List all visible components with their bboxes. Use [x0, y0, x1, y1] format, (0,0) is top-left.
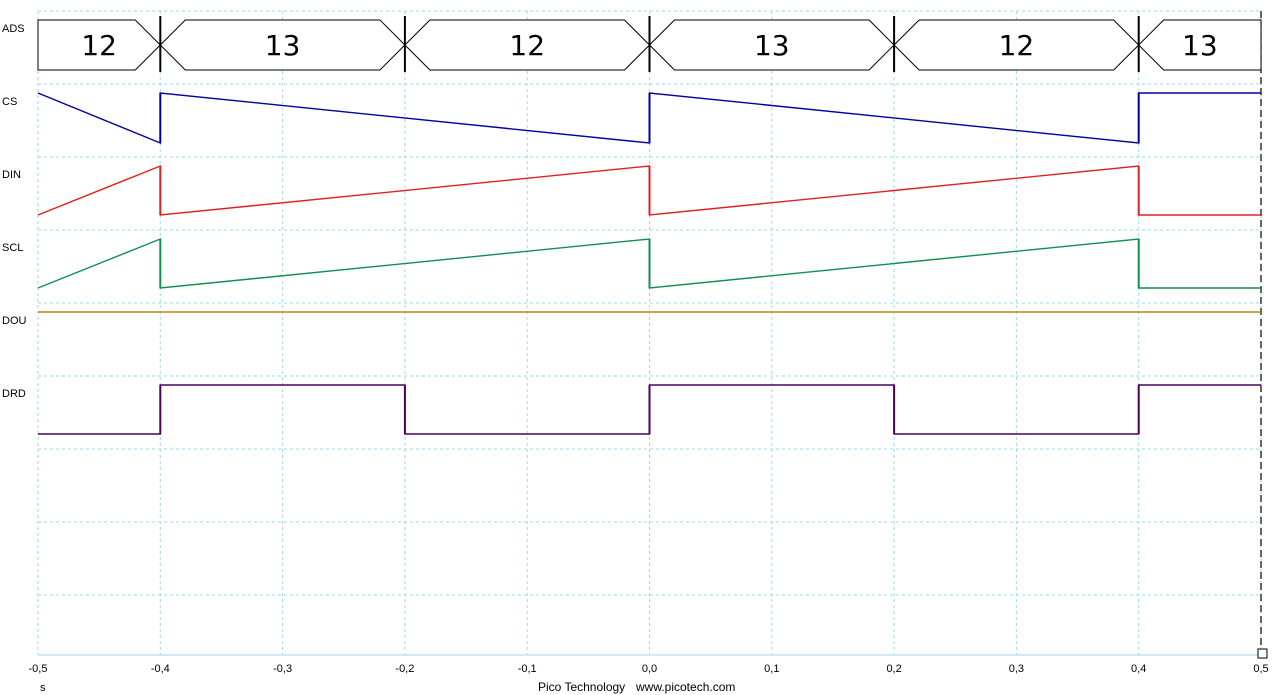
bus-segment [1137, 19, 1262, 71]
x-tick-label: -0,1 [518, 663, 537, 675]
channel-traces [37, 92, 1261, 435]
channel-label-dou: DOU [2, 315, 27, 327]
x-unit-label: s [40, 682, 46, 694]
grid [37, 10, 1262, 656]
x-tick-label: 0,0 [642, 663, 657, 675]
x-tick-label: 0,5 [1253, 663, 1268, 675]
bus-segment [37, 19, 162, 71]
channel-label-ads: ADS [2, 23, 25, 35]
x-tick-label: -0,5 [29, 663, 48, 675]
x-tick-label: -0,3 [273, 663, 292, 675]
x-tick-label: 0,1 [764, 663, 779, 675]
bus-segment-value: 12 [81, 29, 117, 62]
bus-channel-ads: 12 13 12 13 12 13 [37, 16, 1262, 72]
channel-label-din: DIN [2, 169, 21, 181]
bus-segment-value: 13 [754, 29, 790, 62]
footer-brand: Pico Technology [538, 680, 625, 694]
x-axis: -0,5 -0,4 -0,3 -0,2 -0,1 0,0 0,1 0,2 0,3 0,4 0,5 [29, 663, 1269, 675]
bus-segment-value: 13 [1182, 29, 1218, 62]
bus-segment-value: 12 [999, 29, 1035, 62]
footer-url: www.picotech.com [635, 680, 735, 694]
x-tick-label: 0,2 [886, 663, 901, 675]
ruler-handle[interactable] [1257, 648, 1268, 659]
channel-label-drd: DRD [2, 388, 26, 400]
x-tick-label: 0,4 [1131, 663, 1146, 675]
bus-segment-value: 13 [265, 29, 301, 62]
x-tick-label: -0,4 [151, 663, 170, 675]
x-tick-label: -0,2 [395, 663, 414, 675]
channel-label-scl: SCL [2, 242, 23, 254]
x-tick-label: 0,3 [1009, 663, 1024, 675]
channel-labels: ADS CS DIN SCL DOU DRD [2, 23, 27, 400]
channel-label-cs: CS [2, 96, 17, 108]
bus-segment-value: 12 [509, 29, 545, 62]
